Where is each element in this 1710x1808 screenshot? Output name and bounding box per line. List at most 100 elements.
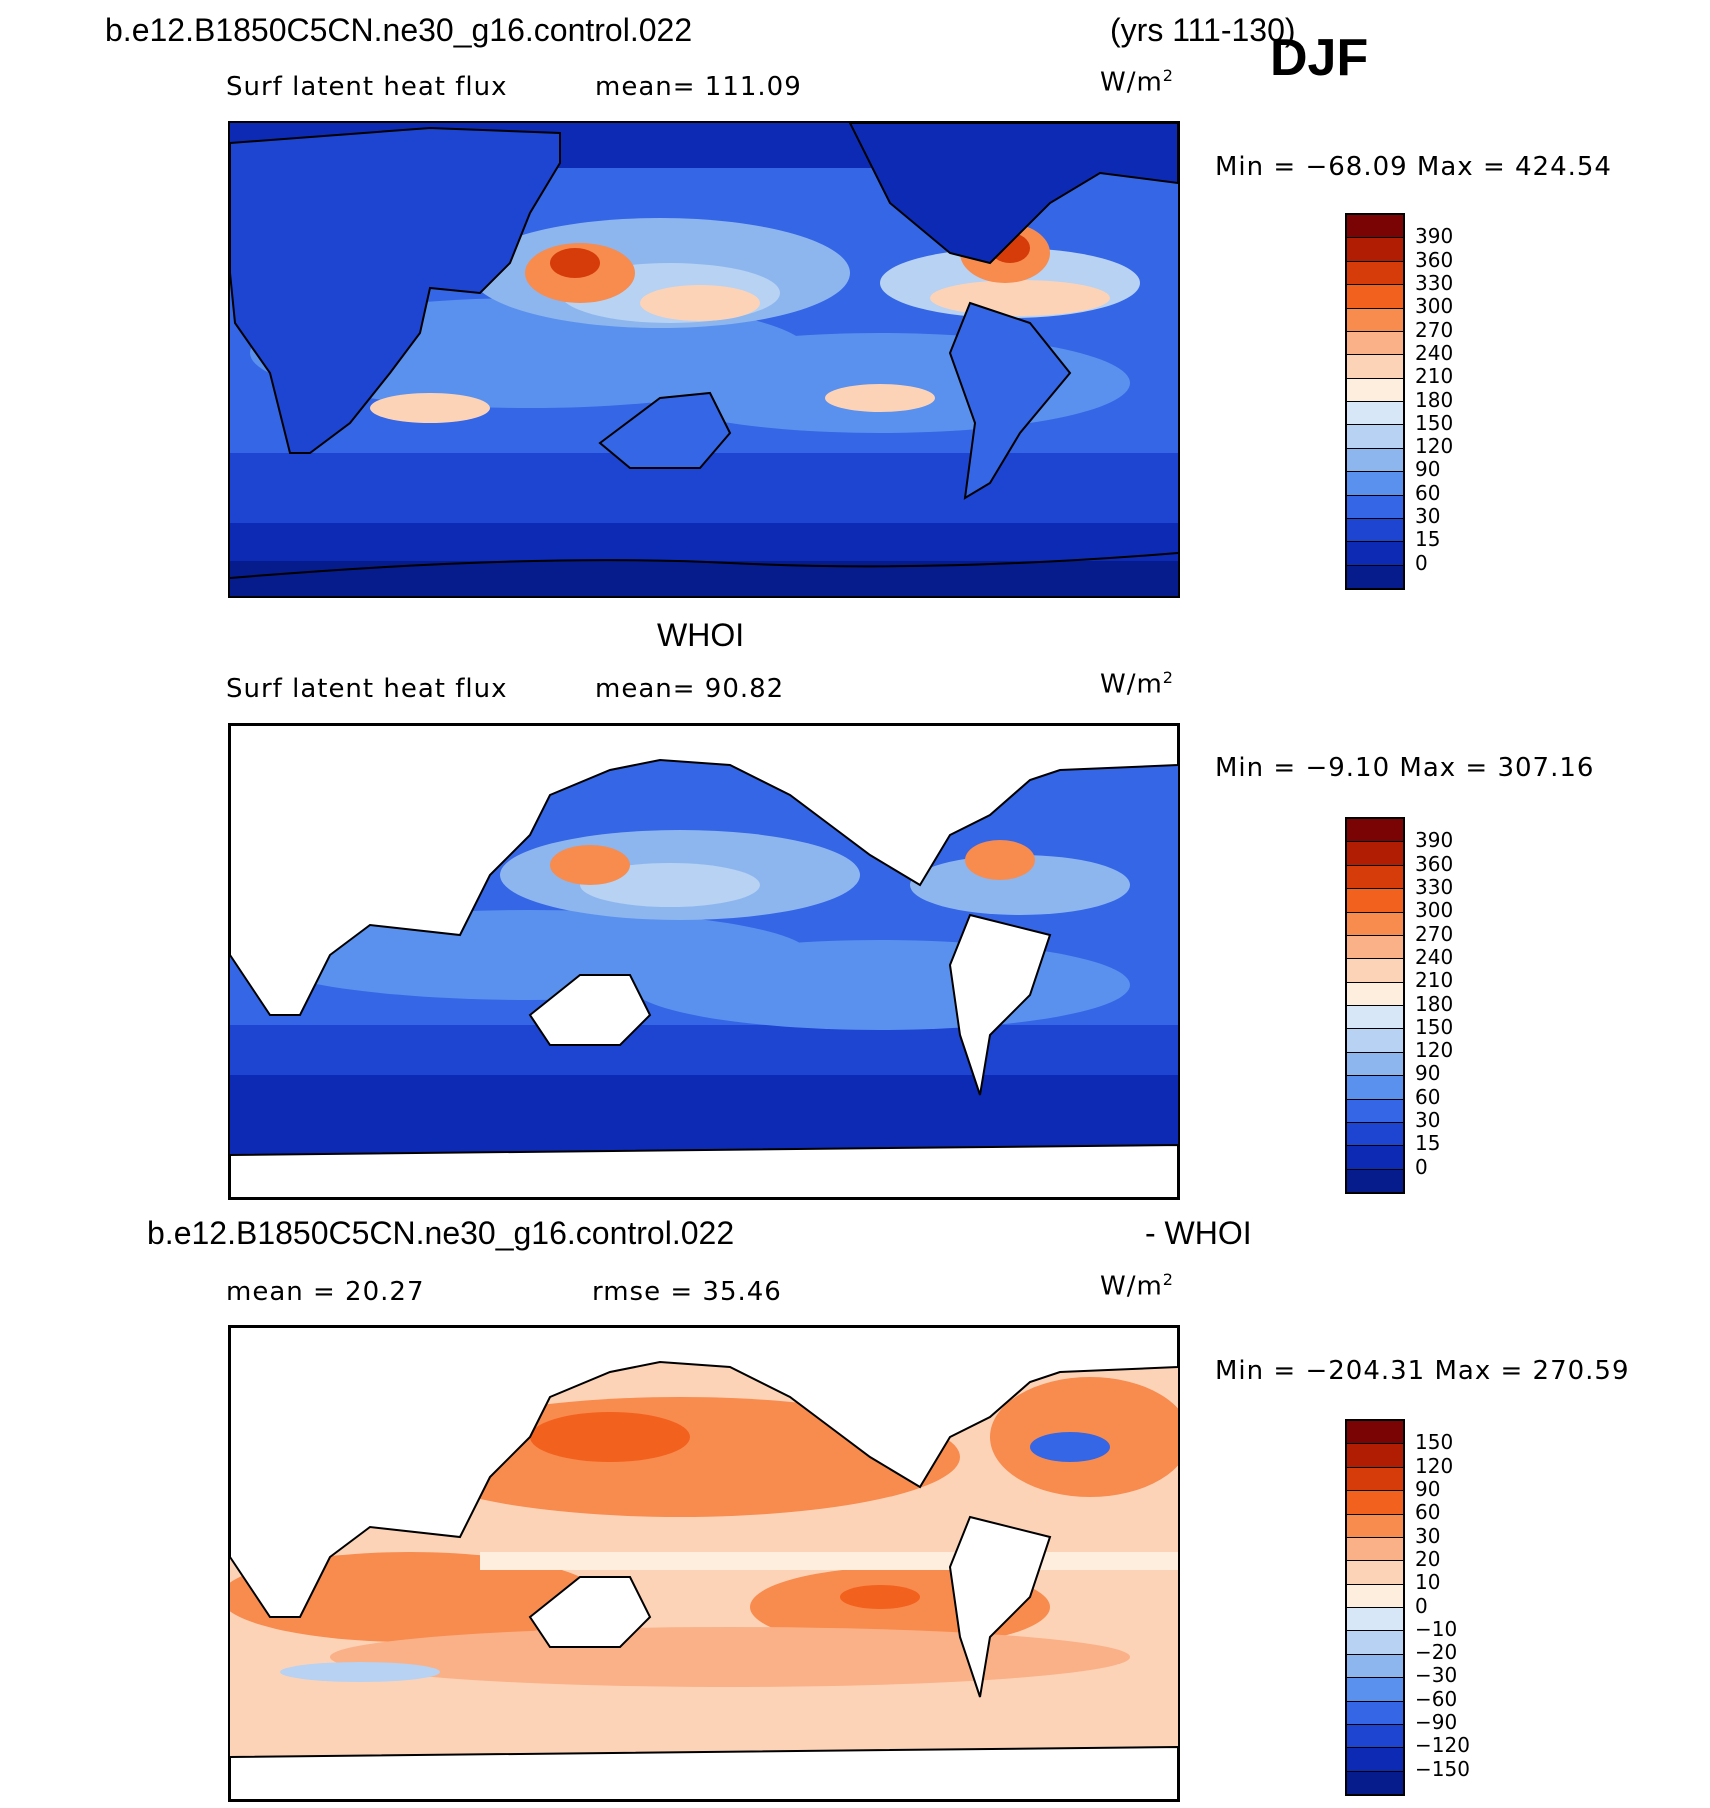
colorbar-tick-label: 30 xyxy=(1415,1523,1441,1548)
colorbar-swatch xyxy=(1347,1491,1403,1515)
colorbar-swatch xyxy=(1347,308,1403,332)
colorbar-swatch xyxy=(1347,285,1403,309)
colorbar-tick-label: 270 xyxy=(1415,921,1454,946)
colorbar-swatch xyxy=(1347,448,1403,473)
colorbar-tick-label: 90 xyxy=(1415,1476,1441,1501)
colorbar-tick-label: 15 xyxy=(1415,1131,1441,1156)
panel3-mean: mean = 20.27 xyxy=(226,1277,425,1307)
panel2-mean: mean= 90.82 xyxy=(595,674,785,704)
colorbar-tick-label: −60 xyxy=(1415,1686,1458,1711)
colorbar-swatch xyxy=(1347,982,1403,1006)
colorbar-tick-label: 360 xyxy=(1415,851,1454,876)
colorbar-swatch xyxy=(1347,1052,1403,1077)
panel1-map xyxy=(228,121,1180,598)
colorbar-swatch xyxy=(1347,1584,1403,1608)
panel2-colorbar xyxy=(1345,817,1405,1194)
colorbar-swatch xyxy=(1347,425,1403,449)
colorbar-tick-label: −120 xyxy=(1415,1733,1470,1758)
colorbar-swatch xyxy=(1347,1537,1403,1562)
years-label: (yrs 111-130) xyxy=(1110,12,1296,48)
case-title: b.e12.B1850C5CN.ne30_g16.control.022 xyxy=(105,12,693,48)
panel3-units: W/m2 xyxy=(1100,1270,1174,1302)
colorbar-tick-label: 330 xyxy=(1415,270,1454,295)
colorbar-swatch xyxy=(1347,1421,1403,1445)
colorbar-swatch xyxy=(1347,1631,1403,1655)
panel2-map-svg xyxy=(230,725,1178,1198)
season-label: DJF xyxy=(1270,29,1369,87)
panel3-colorbar xyxy=(1345,1419,1405,1796)
colorbar-swatch xyxy=(1347,331,1403,356)
colorbar-swatch xyxy=(1347,1146,1403,1170)
colorbar-tick-label: −10 xyxy=(1415,1616,1458,1641)
colorbar-swatch xyxy=(1347,912,1403,936)
colorbar-tick-label: 240 xyxy=(1415,340,1454,365)
panel3-map-svg xyxy=(230,1327,1178,1800)
panel3-subtitle-right: - WHOI xyxy=(1145,1215,1252,1251)
colorbar-swatch xyxy=(1347,865,1403,890)
colorbar-tick-label: 15 xyxy=(1415,527,1441,552)
colorbar-tick-label: 150 xyxy=(1415,1430,1454,1455)
colorbar-tick-label: 0 xyxy=(1415,550,1428,575)
colorbar-swatch xyxy=(1347,261,1403,286)
colorbar-tick-label: 180 xyxy=(1415,387,1454,412)
colorbar-swatch xyxy=(1347,1771,1403,1794)
panel1-range: Min = −68.09 Max = 424.54 xyxy=(1215,152,1612,182)
colorbar-tick-label: 270 xyxy=(1415,317,1454,342)
panel2-field: Surf latent heat flux xyxy=(226,674,508,704)
colorbar-swatch xyxy=(1347,1654,1403,1679)
colorbar-swatch xyxy=(1347,1701,1403,1725)
colorbar-tick-label: 10 xyxy=(1415,1570,1441,1595)
colorbar-tick-label: 30 xyxy=(1415,1108,1441,1133)
colorbar-swatch xyxy=(1347,819,1403,843)
colorbar-swatch xyxy=(1347,215,1403,239)
colorbar-swatch xyxy=(1347,1678,1403,1702)
colorbar-swatch xyxy=(1347,542,1403,566)
colorbar-tick-label: 150 xyxy=(1415,410,1454,435)
colorbar-swatch xyxy=(1347,378,1403,402)
colorbar-tick-label: 0 xyxy=(1415,1593,1428,1618)
colorbar-swatch xyxy=(1347,889,1403,913)
colorbar-swatch xyxy=(1347,355,1403,379)
colorbar-tick-label: 90 xyxy=(1415,1061,1441,1086)
colorbar-swatch xyxy=(1347,1006,1403,1030)
colorbar-tick-label: 390 xyxy=(1415,828,1454,853)
colorbar-tick-label: −30 xyxy=(1415,1663,1458,1688)
colorbar-swatch xyxy=(1347,518,1403,543)
colorbar-swatch xyxy=(1347,959,1403,983)
colorbar-tick-label: 390 xyxy=(1415,224,1454,249)
panel1-field: Surf latent heat flux xyxy=(226,72,508,102)
colorbar-swatch xyxy=(1347,565,1403,588)
colorbar-tick-label: 360 xyxy=(1415,247,1454,272)
colorbar-tick-label: 120 xyxy=(1415,434,1454,459)
panel3-rmse: rmse = 35.46 xyxy=(592,1277,782,1307)
colorbar-tick-label: 20 xyxy=(1415,1546,1441,1571)
colorbar-swatch xyxy=(1347,1444,1403,1468)
panel2-range: Min = −9.10 Max = 307.16 xyxy=(1215,753,1595,783)
colorbar-swatch xyxy=(1347,842,1403,866)
colorbar-tick-label: 120 xyxy=(1415,1038,1454,1063)
colorbar-swatch xyxy=(1347,935,1403,960)
panel1-map-svg xyxy=(230,123,1178,596)
colorbar-tick-label: 60 xyxy=(1415,1084,1441,1109)
colorbar-tick-label: −150 xyxy=(1415,1756,1470,1781)
colorbar-swatch xyxy=(1347,1467,1403,1492)
panel3-range: Min = −204.31 Max = 270.59 xyxy=(1215,1356,1630,1386)
colorbar-tick-label: 300 xyxy=(1415,294,1454,319)
colorbar-swatch xyxy=(1347,1076,1403,1100)
colorbar-tick-label: 330 xyxy=(1415,874,1454,899)
colorbar-tick-label: 240 xyxy=(1415,944,1454,969)
colorbar-tick-label: 60 xyxy=(1415,480,1441,505)
colorbar-tick-label: 30 xyxy=(1415,504,1441,529)
panel3-map xyxy=(228,1325,1180,1802)
colorbar-swatch xyxy=(1347,1169,1403,1192)
colorbar-swatch xyxy=(1347,1514,1403,1538)
colorbar-tick-label: 210 xyxy=(1415,364,1454,389)
panel2-units: W/m2 xyxy=(1100,668,1174,700)
colorbar-tick-label: 210 xyxy=(1415,968,1454,993)
panel1-units: W/m2 xyxy=(1100,66,1174,98)
panel2-map xyxy=(228,723,1180,1200)
panel3-subtitle-left: b.e12.B1850C5CN.ne30_g16.control.022 xyxy=(147,1215,735,1251)
colorbar-tick-label: 300 xyxy=(1415,898,1454,923)
colorbar-swatch xyxy=(1347,402,1403,426)
colorbar-tick-label: 0 xyxy=(1415,1154,1428,1179)
